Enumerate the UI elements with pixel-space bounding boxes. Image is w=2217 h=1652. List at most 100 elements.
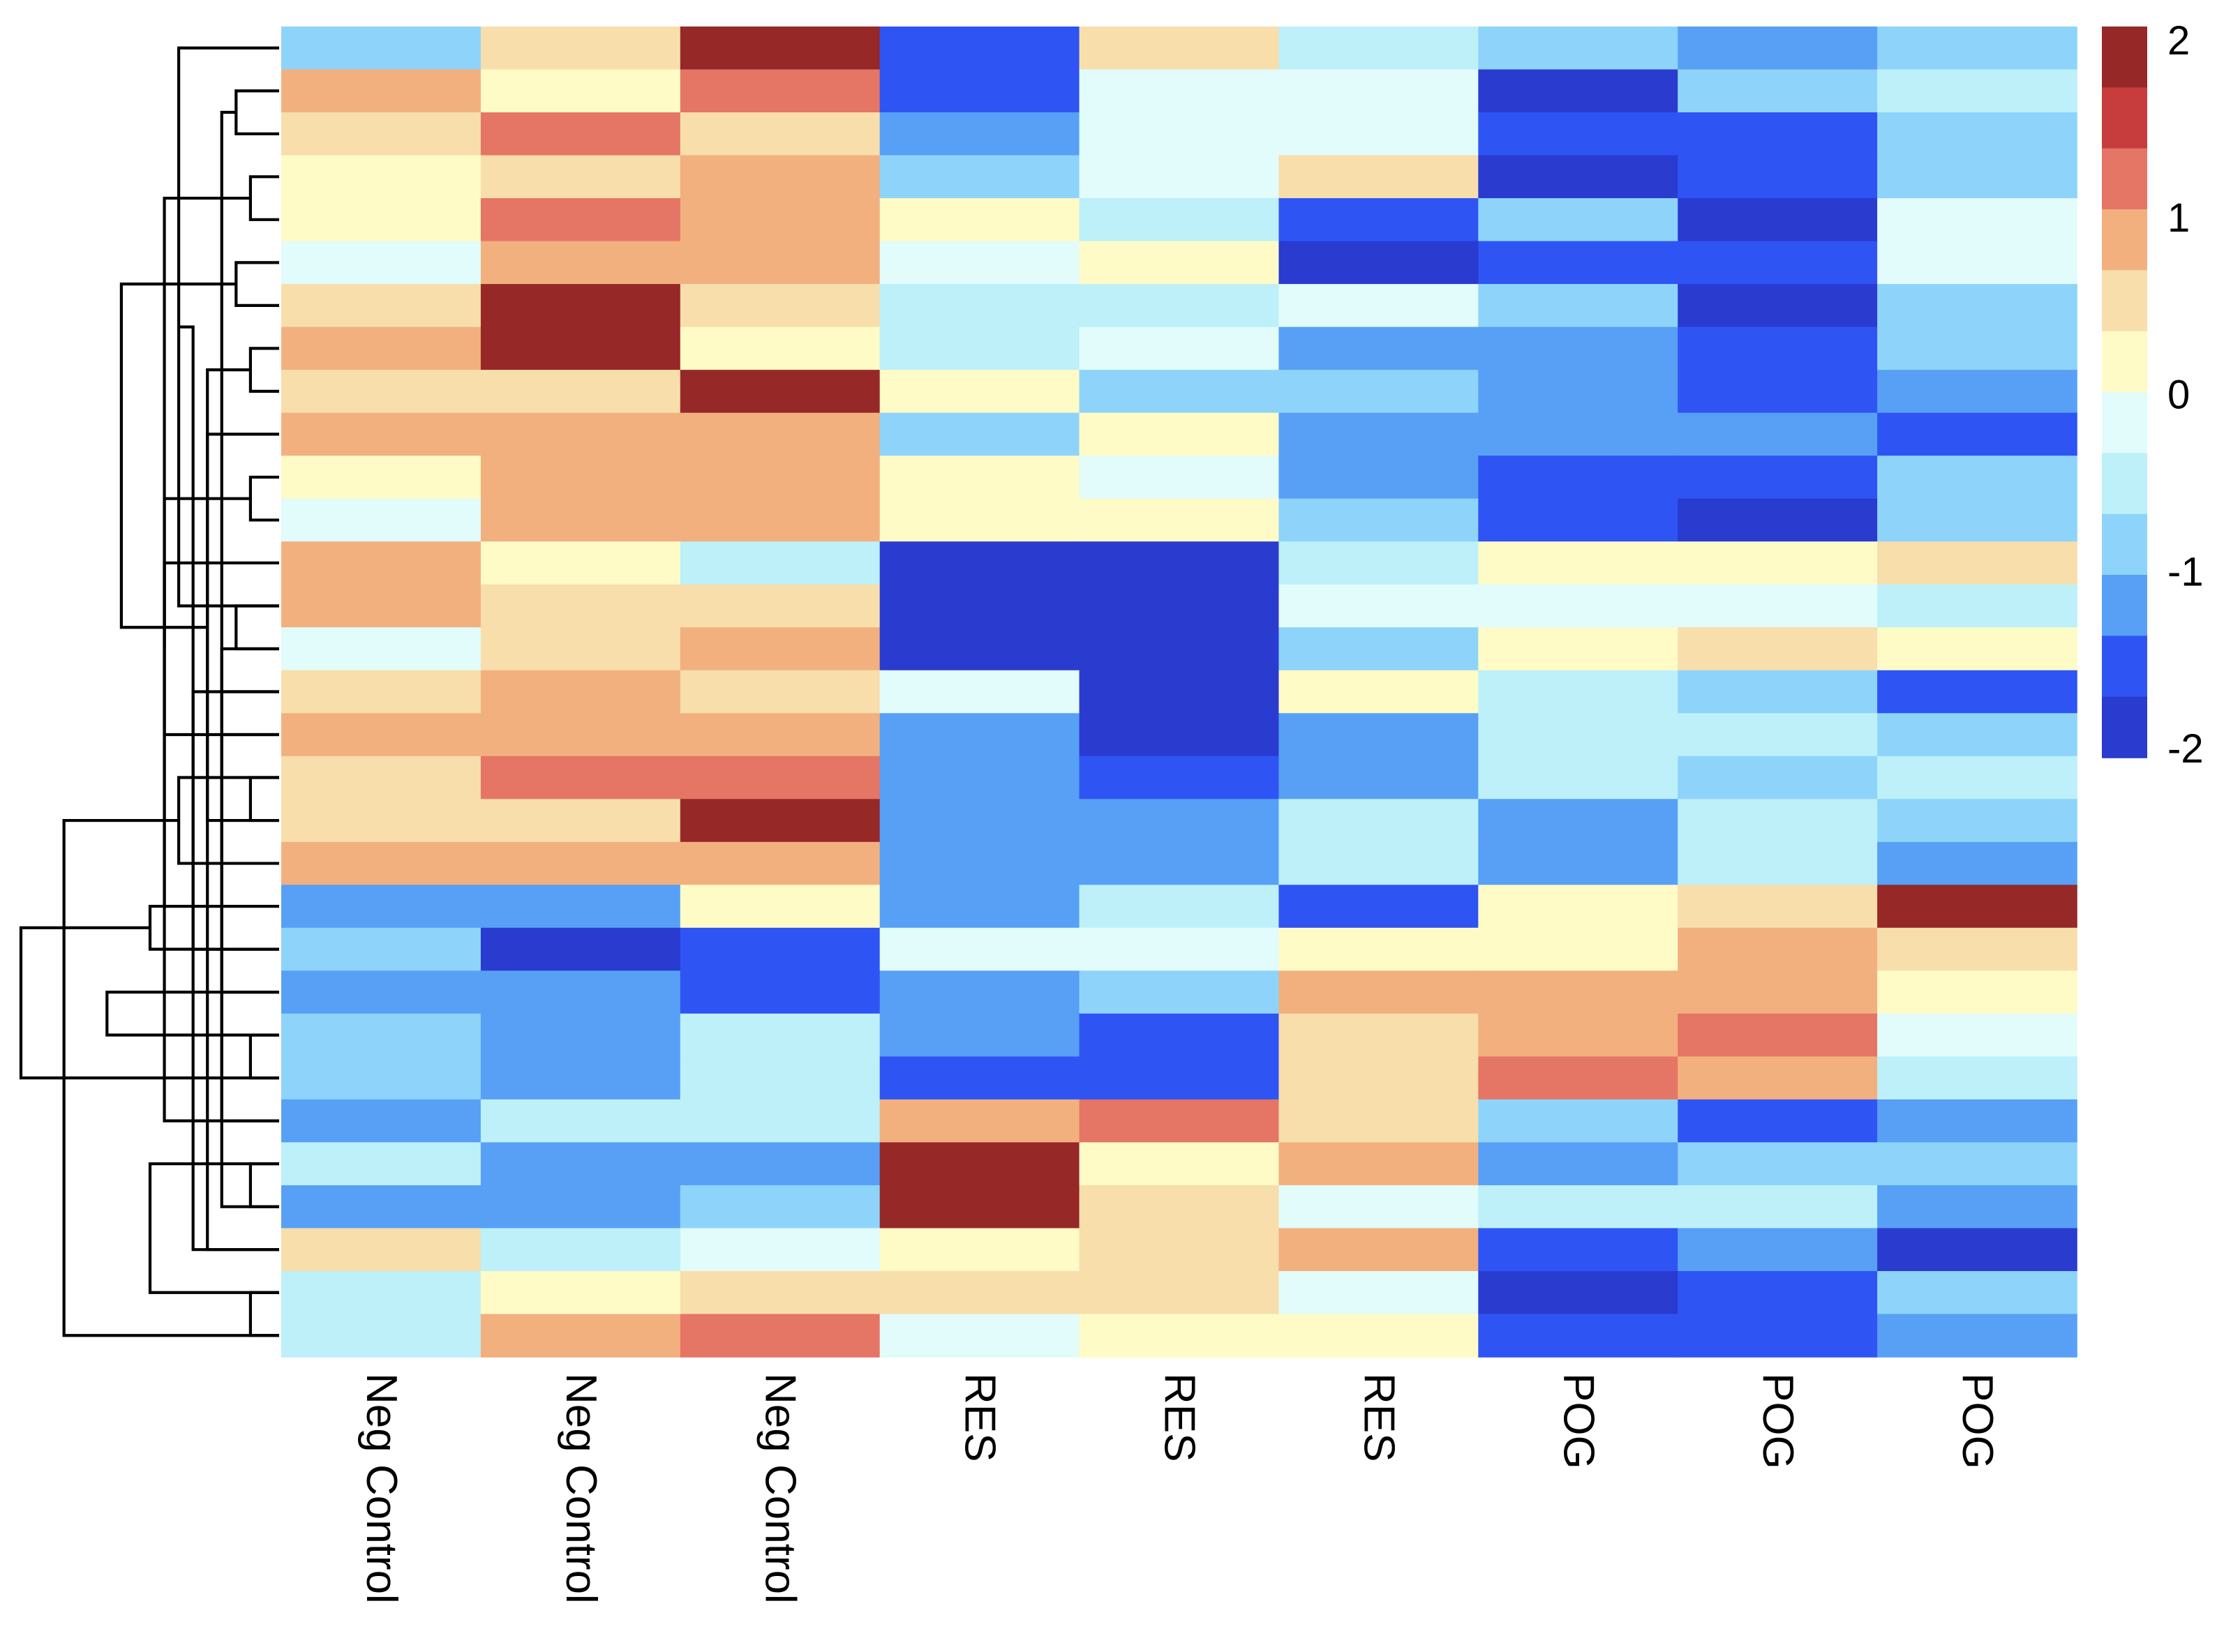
heatmap-cell <box>680 112 881 156</box>
column-label: Neg Control <box>357 1373 405 1604</box>
heatmap-cell <box>480 885 681 929</box>
heatmap-cell <box>1478 1185 1679 1229</box>
heatmap-cell <box>879 1142 1080 1186</box>
heatmap-cell <box>1278 584 1479 629</box>
heatmap-cell <box>1678 284 1878 328</box>
legend-tick-label: -1 <box>2167 549 2204 594</box>
heatmap-cell <box>1877 584 2077 629</box>
heatmap-cell <box>1678 670 1878 714</box>
heatmap-cell <box>1478 1099 1679 1143</box>
heatmap-cell <box>480 69 681 113</box>
legend-tick-label: -2 <box>2167 726 2204 772</box>
heatmap-cell <box>1877 27 2077 70</box>
heatmap-cell <box>1478 627 1679 671</box>
heatmap-cell <box>1079 970 1280 1014</box>
heatmap-cell <box>281 1270 482 1315</box>
heatmap-cell <box>1877 370 2077 414</box>
heatmap-cell <box>1478 198 1679 242</box>
heatmap-cell <box>480 1185 681 1229</box>
heatmap-cell <box>680 1142 881 1186</box>
heatmap-cell <box>1678 1228 1878 1272</box>
heatmap-cell <box>1079 456 1280 500</box>
heatmap-grid <box>281 27 2077 1358</box>
heatmap-cell <box>1079 799 1280 843</box>
legend-swatch <box>2102 209 2147 271</box>
heatmap-cell <box>1877 841 2077 886</box>
legend-swatch <box>2102 27 2147 89</box>
heatmap-cell <box>1877 1142 2077 1186</box>
heatmap-cell <box>1678 584 1878 629</box>
heatmap-cell <box>480 27 681 70</box>
dendrogram-branch <box>220 647 279 693</box>
heatmap-cell <box>281 370 482 414</box>
heatmap-cell <box>1079 284 1280 328</box>
heatmap-cell <box>1478 326 1679 370</box>
heatmap-cell <box>281 412 482 456</box>
heatmap-cell <box>1079 1185 1280 1229</box>
heatmap-cell <box>1877 713 2077 757</box>
dendrogram-branch <box>163 497 251 649</box>
heatmap-cell <box>480 584 681 629</box>
heatmap-cell <box>1478 756 1679 800</box>
heatmap-cell <box>1079 412 1280 456</box>
heatmap-cell <box>480 756 681 800</box>
heatmap-cell <box>1877 498 2077 542</box>
heatmap-cell <box>1678 970 1878 1014</box>
heatmap-cell <box>480 241 681 285</box>
heatmap-cell <box>680 1270 881 1315</box>
heatmap-cell <box>680 498 881 542</box>
heatmap-cell <box>1278 1185 1479 1229</box>
heatmap-cell <box>680 1056 881 1100</box>
heatmap-cell <box>281 1314 482 1358</box>
dendrogram-branch <box>234 89 279 135</box>
heatmap-cell <box>1278 69 1479 113</box>
heatmap-cell <box>480 1142 681 1186</box>
heatmap-cell <box>1678 412 1878 456</box>
dendrogram-branch <box>248 347 279 393</box>
heatmap-cell <box>680 1228 881 1272</box>
heatmap-cell <box>1278 198 1479 242</box>
heatmap-cell <box>680 326 881 370</box>
heatmap-cell <box>1678 885 1878 929</box>
heatmap-cell <box>1278 970 1479 1014</box>
column-label: Neg Control <box>557 1373 605 1604</box>
heatmap-cell <box>1079 1099 1280 1143</box>
heatmap-cell <box>1478 670 1679 714</box>
heatmap-cell <box>1278 799 1479 843</box>
heatmap-cell <box>680 756 881 800</box>
heatmap-cell <box>281 1013 482 1058</box>
heatmap-cell <box>1478 284 1679 328</box>
heatmap-cell <box>1678 1270 1878 1315</box>
heatmap-cell <box>680 1013 881 1058</box>
heatmap-cell <box>480 155 681 199</box>
heatmap-cell <box>281 1142 482 1186</box>
heatmap-cell <box>1079 885 1280 929</box>
heatmap-cell <box>281 241 482 285</box>
heatmap-cell <box>879 498 1080 542</box>
heatmap-cell <box>281 799 482 843</box>
heatmap-cell <box>1278 541 1479 585</box>
heatmap-cell <box>480 198 681 242</box>
heatmap-cell <box>1278 1270 1479 1315</box>
heatmap-cell <box>1678 1099 1878 1143</box>
heatmap-cell <box>281 970 482 1014</box>
heatmap-cell <box>480 456 681 500</box>
dendrogram-branch <box>206 368 279 1252</box>
heatmap-cell <box>879 970 1080 1014</box>
heatmap-cell <box>680 27 881 70</box>
heatmap-cell <box>480 970 681 1014</box>
dendrogram-branch <box>206 433 279 823</box>
heatmap-cell <box>1877 198 2077 242</box>
heatmap-cell <box>1278 370 1479 414</box>
heatmap-cell <box>281 498 482 542</box>
heatmap-cell <box>1877 670 2077 714</box>
heatmap-cell <box>1278 326 1479 370</box>
legend-swatch <box>2102 696 2147 758</box>
heatmap-cell <box>1278 670 1479 714</box>
heatmap-cell <box>1478 112 1679 156</box>
heatmap-cell <box>1877 799 2077 843</box>
heatmap-cell <box>680 155 881 199</box>
heatmap-cell <box>1678 799 1878 843</box>
legend-tick-label: 2 <box>2167 18 2190 63</box>
heatmap-cell <box>1478 841 1679 886</box>
